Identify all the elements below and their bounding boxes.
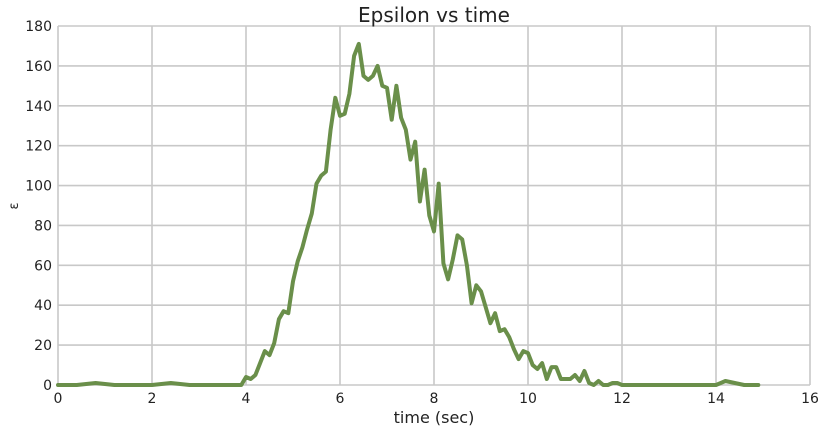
series-line-epsilon [56, 41, 761, 387]
y-tick-label: 140 [25, 99, 52, 115]
x-tick-label: 0 [54, 391, 63, 407]
y-tick-label: 160 [25, 59, 52, 75]
y-axis-label: ε [7, 202, 22, 209]
x-tick-label: 10 [519, 391, 537, 407]
x-tick-label: 6 [336, 391, 345, 407]
x-tick-label: 8 [430, 391, 439, 407]
y-tick-label: 100 [25, 179, 52, 195]
y-tick-label: 120 [25, 139, 52, 155]
x-tick-label: 16 [801, 391, 819, 407]
x-tick-label: 12 [613, 391, 631, 407]
y-tick-label: 0 [43, 378, 52, 394]
chart-title: Epsilon vs time [358, 3, 510, 27]
x-tick-label: 2 [148, 391, 157, 407]
x-tick-label: 4 [242, 391, 251, 407]
y-tick-label: 180 [25, 19, 52, 35]
y-tick-label: 60 [34, 258, 52, 274]
grid-layer [57, 25, 811, 386]
x-tick-label: 14 [707, 391, 725, 407]
x-axis-label: time (sec) [394, 408, 475, 427]
y-tick-label: 80 [34, 218, 52, 234]
y-tick-label: 40 [34, 298, 52, 314]
y-tick-label: 20 [34, 338, 52, 354]
